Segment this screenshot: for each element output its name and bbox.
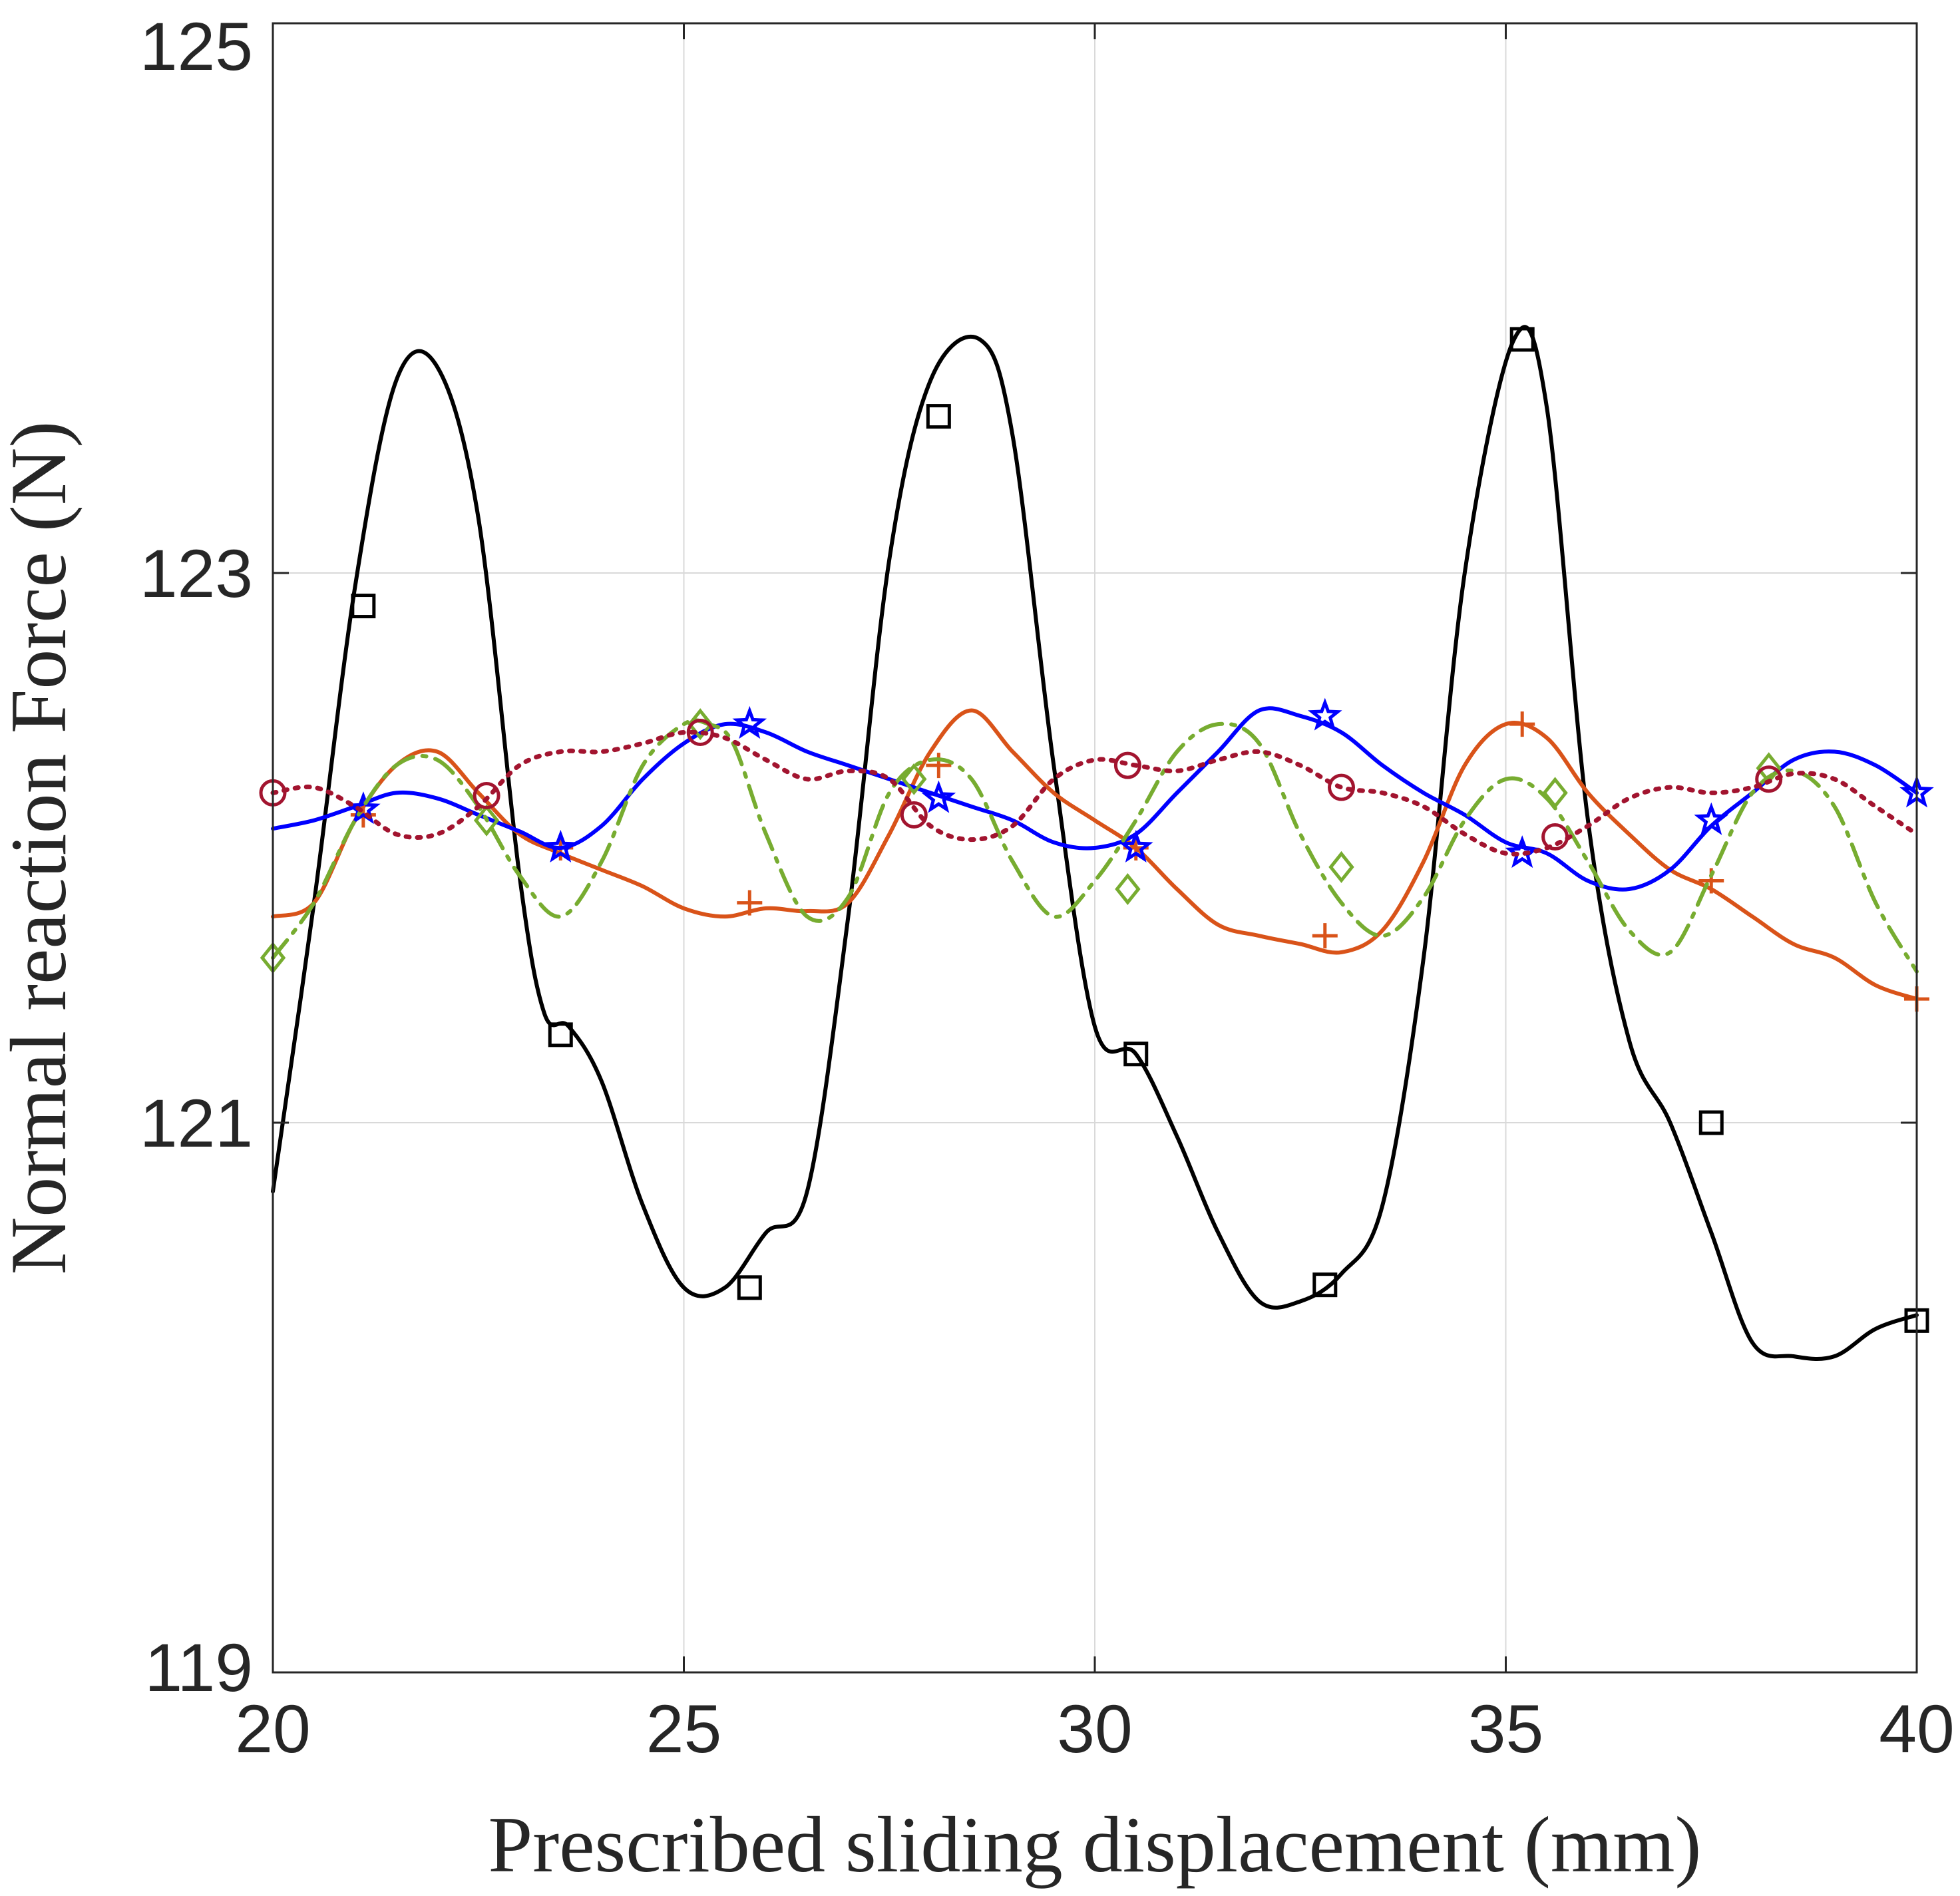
x-tick-label: 30 xyxy=(1057,1691,1132,1767)
series-line xyxy=(271,706,1919,892)
star-marker xyxy=(921,780,956,813)
y-tick-label: 121 xyxy=(140,1085,253,1161)
star-marker xyxy=(1505,835,1539,868)
diamond-marker xyxy=(1328,851,1354,883)
square-marker xyxy=(1312,1272,1338,1298)
y-tick-label: 119 xyxy=(144,1630,253,1706)
plus-marker xyxy=(737,890,763,916)
x-axis-title: Prescribed sliding displacement (mm) xyxy=(489,1800,1702,1889)
circle-marker xyxy=(1755,765,1783,793)
square-marker xyxy=(548,1022,573,1047)
series-line xyxy=(271,718,1919,974)
plus-marker xyxy=(1509,711,1535,737)
circle-marker xyxy=(473,782,500,810)
circle-marker xyxy=(1541,823,1569,851)
diamond-marker xyxy=(473,804,500,837)
series-line xyxy=(271,325,1919,1361)
star-marker xyxy=(732,705,767,739)
star-marker xyxy=(543,829,578,863)
circle-marker xyxy=(900,801,928,829)
y-tick-label: 125 xyxy=(140,9,253,85)
square-marker xyxy=(351,594,376,619)
star-marker xyxy=(345,791,381,825)
circle-marker xyxy=(1328,773,1355,801)
x-tick-label: 35 xyxy=(1468,1691,1543,1767)
series-0 xyxy=(271,325,1929,1361)
star-marker xyxy=(1308,697,1342,731)
diamond-marker xyxy=(1115,872,1141,905)
star-marker xyxy=(1118,829,1153,863)
x-tick-label: 40 xyxy=(1879,1691,1954,1767)
square-marker xyxy=(737,1275,762,1300)
x-tick-label: 20 xyxy=(235,1691,310,1767)
circle-marker xyxy=(686,719,714,747)
diamond-marker xyxy=(1542,777,1568,809)
series-layer xyxy=(259,325,1934,1361)
series-line xyxy=(270,729,1919,856)
circle-marker xyxy=(1113,751,1141,779)
x-tick-label: 25 xyxy=(646,1691,721,1767)
square-marker xyxy=(1698,1110,1724,1135)
square-marker xyxy=(926,404,951,429)
square-marker xyxy=(1123,1042,1149,1067)
diamond-marker xyxy=(687,708,713,741)
plus-marker xyxy=(926,753,952,779)
series-3 xyxy=(260,708,1919,974)
series-line xyxy=(271,708,1919,1002)
axis-ticks: 20 25 30 35 40 119 121 123 125 xyxy=(140,9,1955,1767)
y-tick-label: 123 xyxy=(140,536,253,612)
diamond-marker xyxy=(901,763,927,795)
star-marker xyxy=(1694,802,1729,835)
y-axis-title: Normal reaction Force (N) xyxy=(0,421,83,1275)
plus-marker xyxy=(1312,923,1338,949)
square-marker xyxy=(1509,327,1535,352)
